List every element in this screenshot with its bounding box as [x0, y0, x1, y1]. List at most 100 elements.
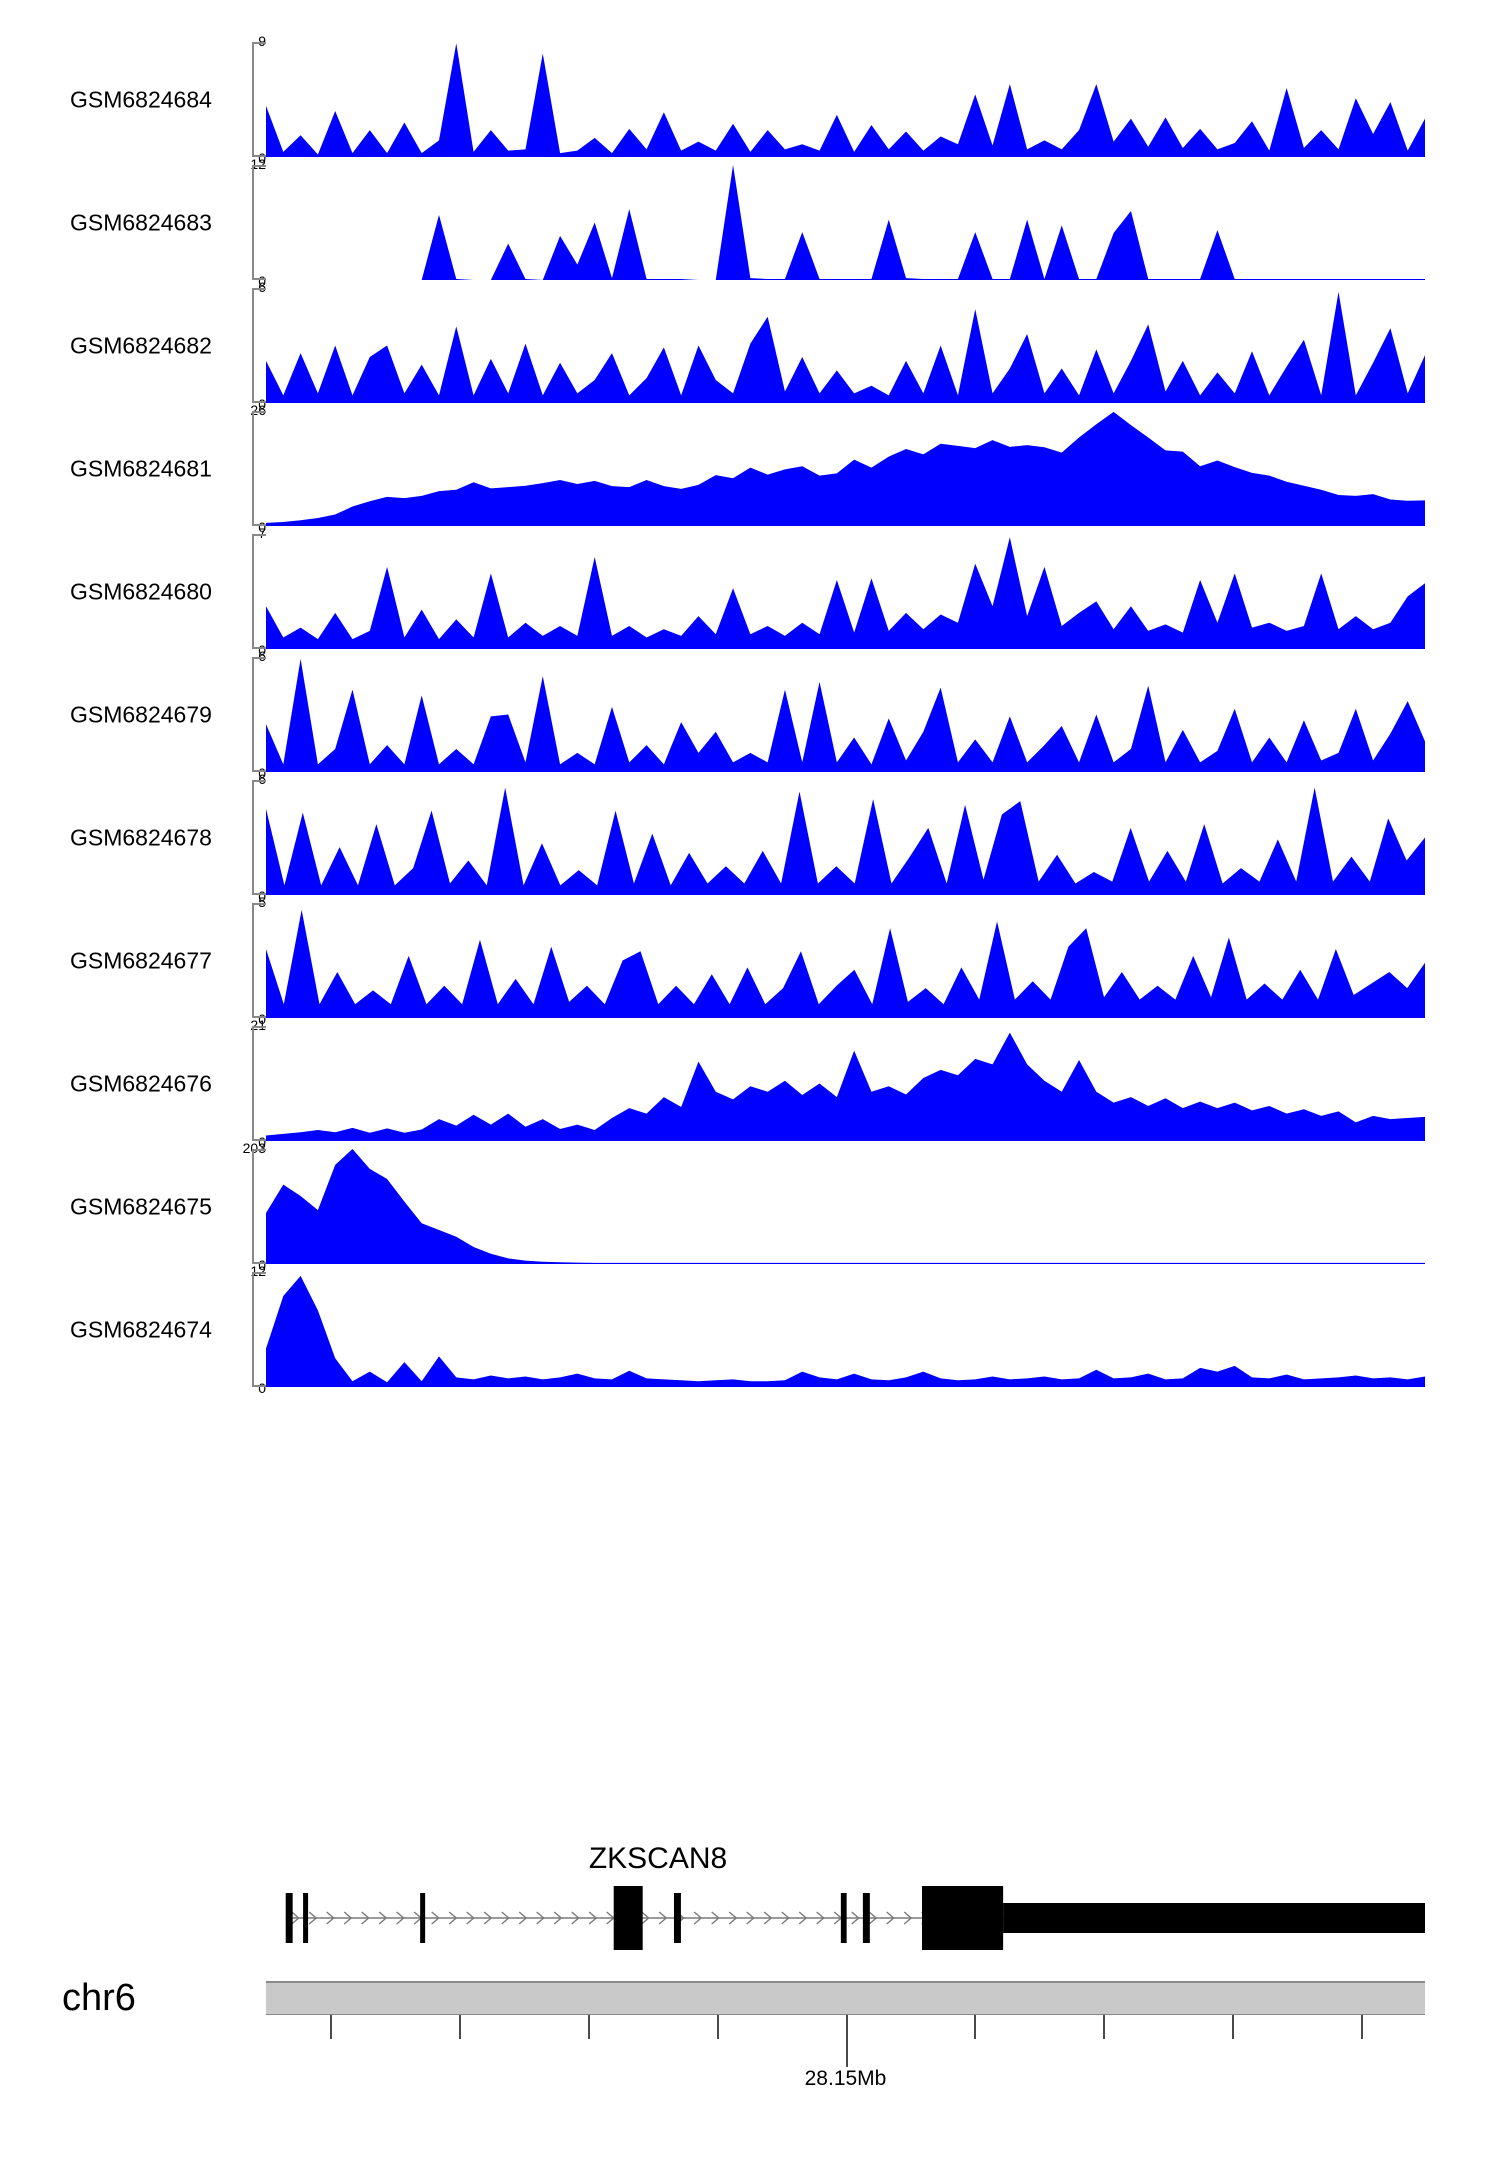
track-plot-area[interactable] [266, 411, 1425, 526]
ideogram-tick [330, 2015, 333, 2039]
ideogram-tick [845, 2015, 848, 2067]
gene-exon[interactable] [1003, 1903, 1425, 1933]
y-axis-labels: 12 0 [232, 1263, 266, 1396]
gene-model-svg [285, 1886, 1425, 1950]
ideogram-ticks [266, 2015, 1425, 2067]
track-gsm6824680[interactable]: GSM6824680 7 0 [0, 525, 1500, 658]
y-axis-labels: 21 0 [232, 1017, 266, 1150]
track-gsm6824681[interactable]: GSM6824681 26 0 [0, 402, 1500, 535]
track-gsm6824676[interactable]: GSM6824676 21 0 [0, 1017, 1500, 1150]
strand-arrow-icon [431, 1911, 440, 1925]
y-axis-min-label: 0 [258, 1380, 266, 1396]
strand-arrow-icon [571, 1911, 580, 1925]
gene-exon[interactable] [673, 1893, 681, 1943]
track-plot-area[interactable] [266, 1149, 1425, 1264]
coverage-area [266, 909, 1425, 1018]
coverage-area [266, 658, 1425, 772]
track-plot-area[interactable] [266, 42, 1425, 157]
track-gsm6824677[interactable]: GSM6824677 5 0 [0, 894, 1500, 1027]
position-label-text: 28.15Mb [804, 2067, 887, 2090]
strand-arrow-icon [396, 1911, 405, 1925]
gene-exon[interactable] [285, 1893, 293, 1943]
track-plot-area[interactable] [266, 165, 1425, 280]
y-axis-max-label: 5 [258, 894, 266, 910]
y-axis-max-label: 6 [258, 279, 266, 295]
strand-arrow-icon [308, 1911, 318, 1925]
track-plot-area[interactable] [266, 780, 1425, 895]
y-axis-bracket [252, 288, 266, 403]
track-gsm6824684[interactable]: GSM6824684 9 0 [0, 33, 1500, 166]
position-label: 28.15Mb [266, 2067, 1425, 2093]
y-axis-bracket [252, 780, 266, 895]
coverage-area [266, 1149, 1425, 1264]
track-plot-area[interactable] [266, 1272, 1425, 1387]
ideogram-tick [459, 2015, 462, 2039]
track-plot-area[interactable] [266, 288, 1425, 403]
track-plot-area[interactable] [266, 534, 1425, 649]
y-axis-bracket [252, 1026, 266, 1141]
ideogram-tick [1231, 2015, 1234, 2039]
strand-arrow-icon [518, 1911, 528, 1925]
track-plot-area[interactable] [266, 903, 1425, 1018]
track-gsm6824682[interactable]: GSM6824682 6 0 [0, 279, 1500, 412]
coverage-area [266, 1032, 1425, 1141]
y-axis-max-label: 6 [258, 771, 266, 787]
y-axis-labels: 203 0 [232, 1140, 266, 1273]
y-axis-labels: 26 0 [232, 402, 266, 535]
y-axis-bracket [252, 1272, 266, 1387]
strand-arrow-icon [588, 1911, 598, 1925]
track-plot-area[interactable] [266, 1026, 1425, 1141]
y-axis-min-label: 0 [258, 519, 266, 535]
track-label: GSM6824675 [70, 1193, 212, 1219]
y-axis-bracket [252, 903, 266, 1018]
track-gsm6824678[interactable]: GSM6824678 6 0 [0, 771, 1500, 904]
y-axis-min-label: 0 [258, 1011, 266, 1027]
gene-exon[interactable] [921, 1886, 1004, 1950]
gene-exon[interactable] [420, 1893, 426, 1943]
track-label: GSM6824676 [70, 1070, 212, 1096]
y-axis-max-label: 9 [258, 33, 266, 49]
y-axis-bracket [252, 411, 266, 526]
track-label: GSM6824678 [70, 824, 212, 850]
coverage-area [266, 291, 1425, 403]
y-axis-max-label: 6 [258, 648, 266, 664]
strand-arrow-icon [641, 1911, 650, 1925]
ideogram-tick [974, 2015, 977, 2039]
track-gsm6824679[interactable]: GSM6824679 6 0 [0, 648, 1500, 781]
strand-arrow-icon [466, 1911, 475, 1925]
strand-arrow-icon [448, 1911, 458, 1925]
strand-arrow-icon [711, 1911, 720, 1925]
strand-arrow-icon [361, 1911, 370, 1925]
gene-exon[interactable] [613, 1886, 643, 1950]
coverage-area [266, 537, 1425, 649]
y-axis-bracket [252, 1149, 266, 1264]
track-gsm6824675[interactable]: GSM6824675 203 0 [0, 1140, 1500, 1273]
track-plot-area[interactable] [266, 657, 1425, 772]
y-axis-max-label: 12 [250, 156, 266, 172]
gene-label: ZKSCAN8 [0, 1842, 1500, 1876]
ideogram-bar [266, 1981, 1425, 2015]
y-axis-max-label: 21 [250, 1017, 266, 1033]
strand-arrow-icon [851, 1911, 860, 1925]
y-axis-max-label: 26 [250, 402, 266, 418]
y-axis-min-label: 0 [258, 273, 266, 289]
gene-exon[interactable] [303, 1893, 309, 1943]
strand-arrow-icon [886, 1911, 895, 1925]
gene-exon[interactable] [840, 1893, 847, 1943]
gene-exon[interactable] [862, 1893, 870, 1943]
y-axis-min-label: 0 [258, 1134, 266, 1150]
y-axis-min-label: 0 [258, 150, 266, 166]
track-label: GSM6824679 [70, 701, 212, 727]
strand-arrow-icon [326, 1911, 335, 1925]
ideogram-tick [1360, 2015, 1363, 2039]
y-axis-labels: 12 0 [232, 156, 266, 289]
track-gsm6824674[interactable]: GSM6824674 12 0 [0, 1263, 1500, 1396]
track-gsm6824683[interactable]: GSM6824683 12 0 [0, 156, 1500, 289]
y-axis-bracket [252, 657, 266, 772]
